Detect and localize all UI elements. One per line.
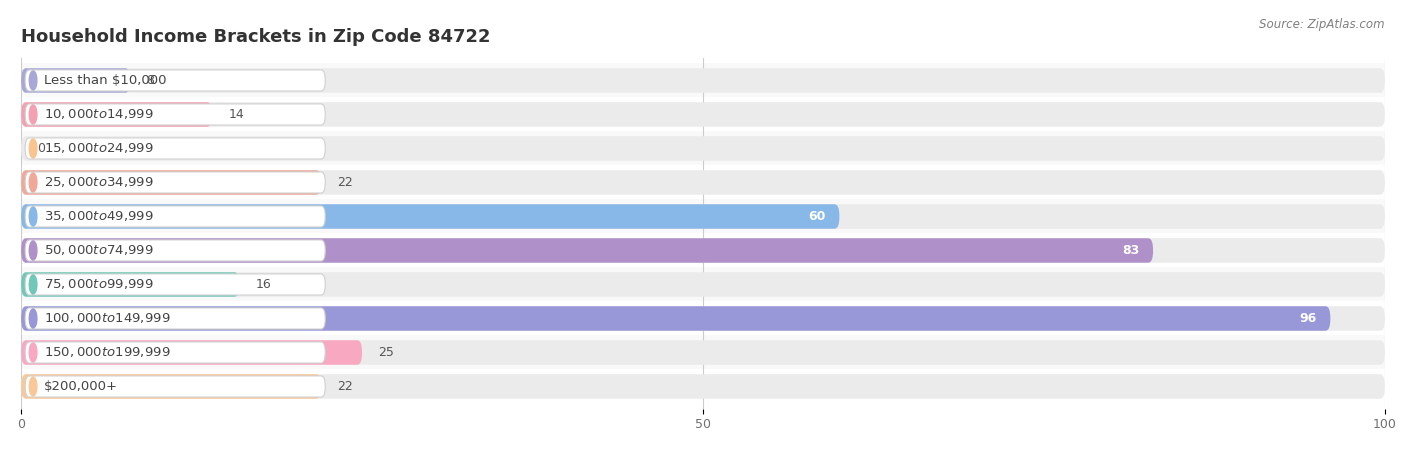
FancyBboxPatch shape — [21, 63, 1385, 97]
FancyBboxPatch shape — [25, 172, 325, 193]
FancyBboxPatch shape — [25, 274, 325, 295]
Text: 16: 16 — [256, 278, 271, 291]
FancyBboxPatch shape — [21, 238, 1153, 263]
Text: $50,000 to $74,999: $50,000 to $74,999 — [44, 243, 153, 257]
FancyBboxPatch shape — [21, 204, 1385, 229]
Text: 83: 83 — [1122, 244, 1139, 257]
FancyBboxPatch shape — [21, 268, 1385, 301]
FancyBboxPatch shape — [21, 272, 1385, 297]
Text: $15,000 to $24,999: $15,000 to $24,999 — [44, 141, 153, 155]
Text: Less than $10,000: Less than $10,000 — [44, 74, 166, 87]
FancyBboxPatch shape — [21, 170, 321, 195]
Circle shape — [30, 105, 37, 124]
Circle shape — [30, 377, 37, 396]
FancyBboxPatch shape — [21, 204, 839, 229]
Text: 60: 60 — [808, 210, 825, 223]
Text: 0: 0 — [38, 142, 45, 155]
FancyBboxPatch shape — [21, 97, 1385, 132]
FancyBboxPatch shape — [21, 272, 239, 297]
Circle shape — [30, 173, 37, 192]
FancyBboxPatch shape — [21, 132, 1385, 166]
FancyBboxPatch shape — [25, 308, 325, 329]
FancyBboxPatch shape — [25, 376, 325, 397]
FancyBboxPatch shape — [21, 136, 1385, 161]
Text: $35,000 to $49,999: $35,000 to $49,999 — [44, 210, 153, 224]
Text: 96: 96 — [1299, 312, 1317, 325]
Circle shape — [30, 71, 37, 90]
Text: $10,000 to $14,999: $10,000 to $14,999 — [44, 107, 153, 122]
Text: $150,000 to $199,999: $150,000 to $199,999 — [44, 345, 170, 360]
FancyBboxPatch shape — [25, 240, 325, 261]
Text: Source: ZipAtlas.com: Source: ZipAtlas.com — [1260, 18, 1385, 31]
Text: $100,000 to $149,999: $100,000 to $149,999 — [44, 312, 170, 326]
Text: 22: 22 — [337, 380, 353, 393]
Circle shape — [30, 139, 37, 158]
Text: 25: 25 — [378, 346, 394, 359]
FancyBboxPatch shape — [21, 306, 1385, 331]
FancyBboxPatch shape — [25, 206, 325, 227]
Circle shape — [30, 241, 37, 260]
FancyBboxPatch shape — [21, 68, 131, 92]
Text: 8: 8 — [146, 74, 155, 87]
FancyBboxPatch shape — [21, 238, 1385, 263]
FancyBboxPatch shape — [21, 170, 1385, 195]
FancyBboxPatch shape — [25, 138, 325, 159]
Text: $75,000 to $99,999: $75,000 to $99,999 — [44, 277, 153, 291]
Text: 14: 14 — [228, 108, 245, 121]
Text: $25,000 to $34,999: $25,000 to $34,999 — [44, 176, 153, 189]
FancyBboxPatch shape — [21, 301, 1385, 335]
FancyBboxPatch shape — [21, 340, 363, 365]
FancyBboxPatch shape — [25, 104, 325, 125]
FancyBboxPatch shape — [21, 370, 1385, 404]
FancyBboxPatch shape — [21, 233, 1385, 268]
FancyBboxPatch shape — [21, 199, 1385, 233]
FancyBboxPatch shape — [21, 335, 1385, 370]
Text: 22: 22 — [337, 176, 353, 189]
Circle shape — [30, 309, 37, 328]
FancyBboxPatch shape — [21, 102, 212, 127]
Circle shape — [30, 275, 37, 294]
FancyBboxPatch shape — [21, 68, 1385, 92]
FancyBboxPatch shape — [21, 340, 1385, 365]
FancyBboxPatch shape — [21, 374, 1385, 399]
Circle shape — [30, 343, 37, 362]
FancyBboxPatch shape — [21, 102, 1385, 127]
Circle shape — [30, 207, 37, 226]
FancyBboxPatch shape — [25, 342, 325, 363]
FancyBboxPatch shape — [25, 70, 325, 91]
FancyBboxPatch shape — [21, 166, 1385, 199]
FancyBboxPatch shape — [21, 306, 1330, 331]
FancyBboxPatch shape — [21, 374, 321, 399]
Text: Household Income Brackets in Zip Code 84722: Household Income Brackets in Zip Code 84… — [21, 28, 491, 46]
Text: $200,000+: $200,000+ — [44, 380, 118, 393]
